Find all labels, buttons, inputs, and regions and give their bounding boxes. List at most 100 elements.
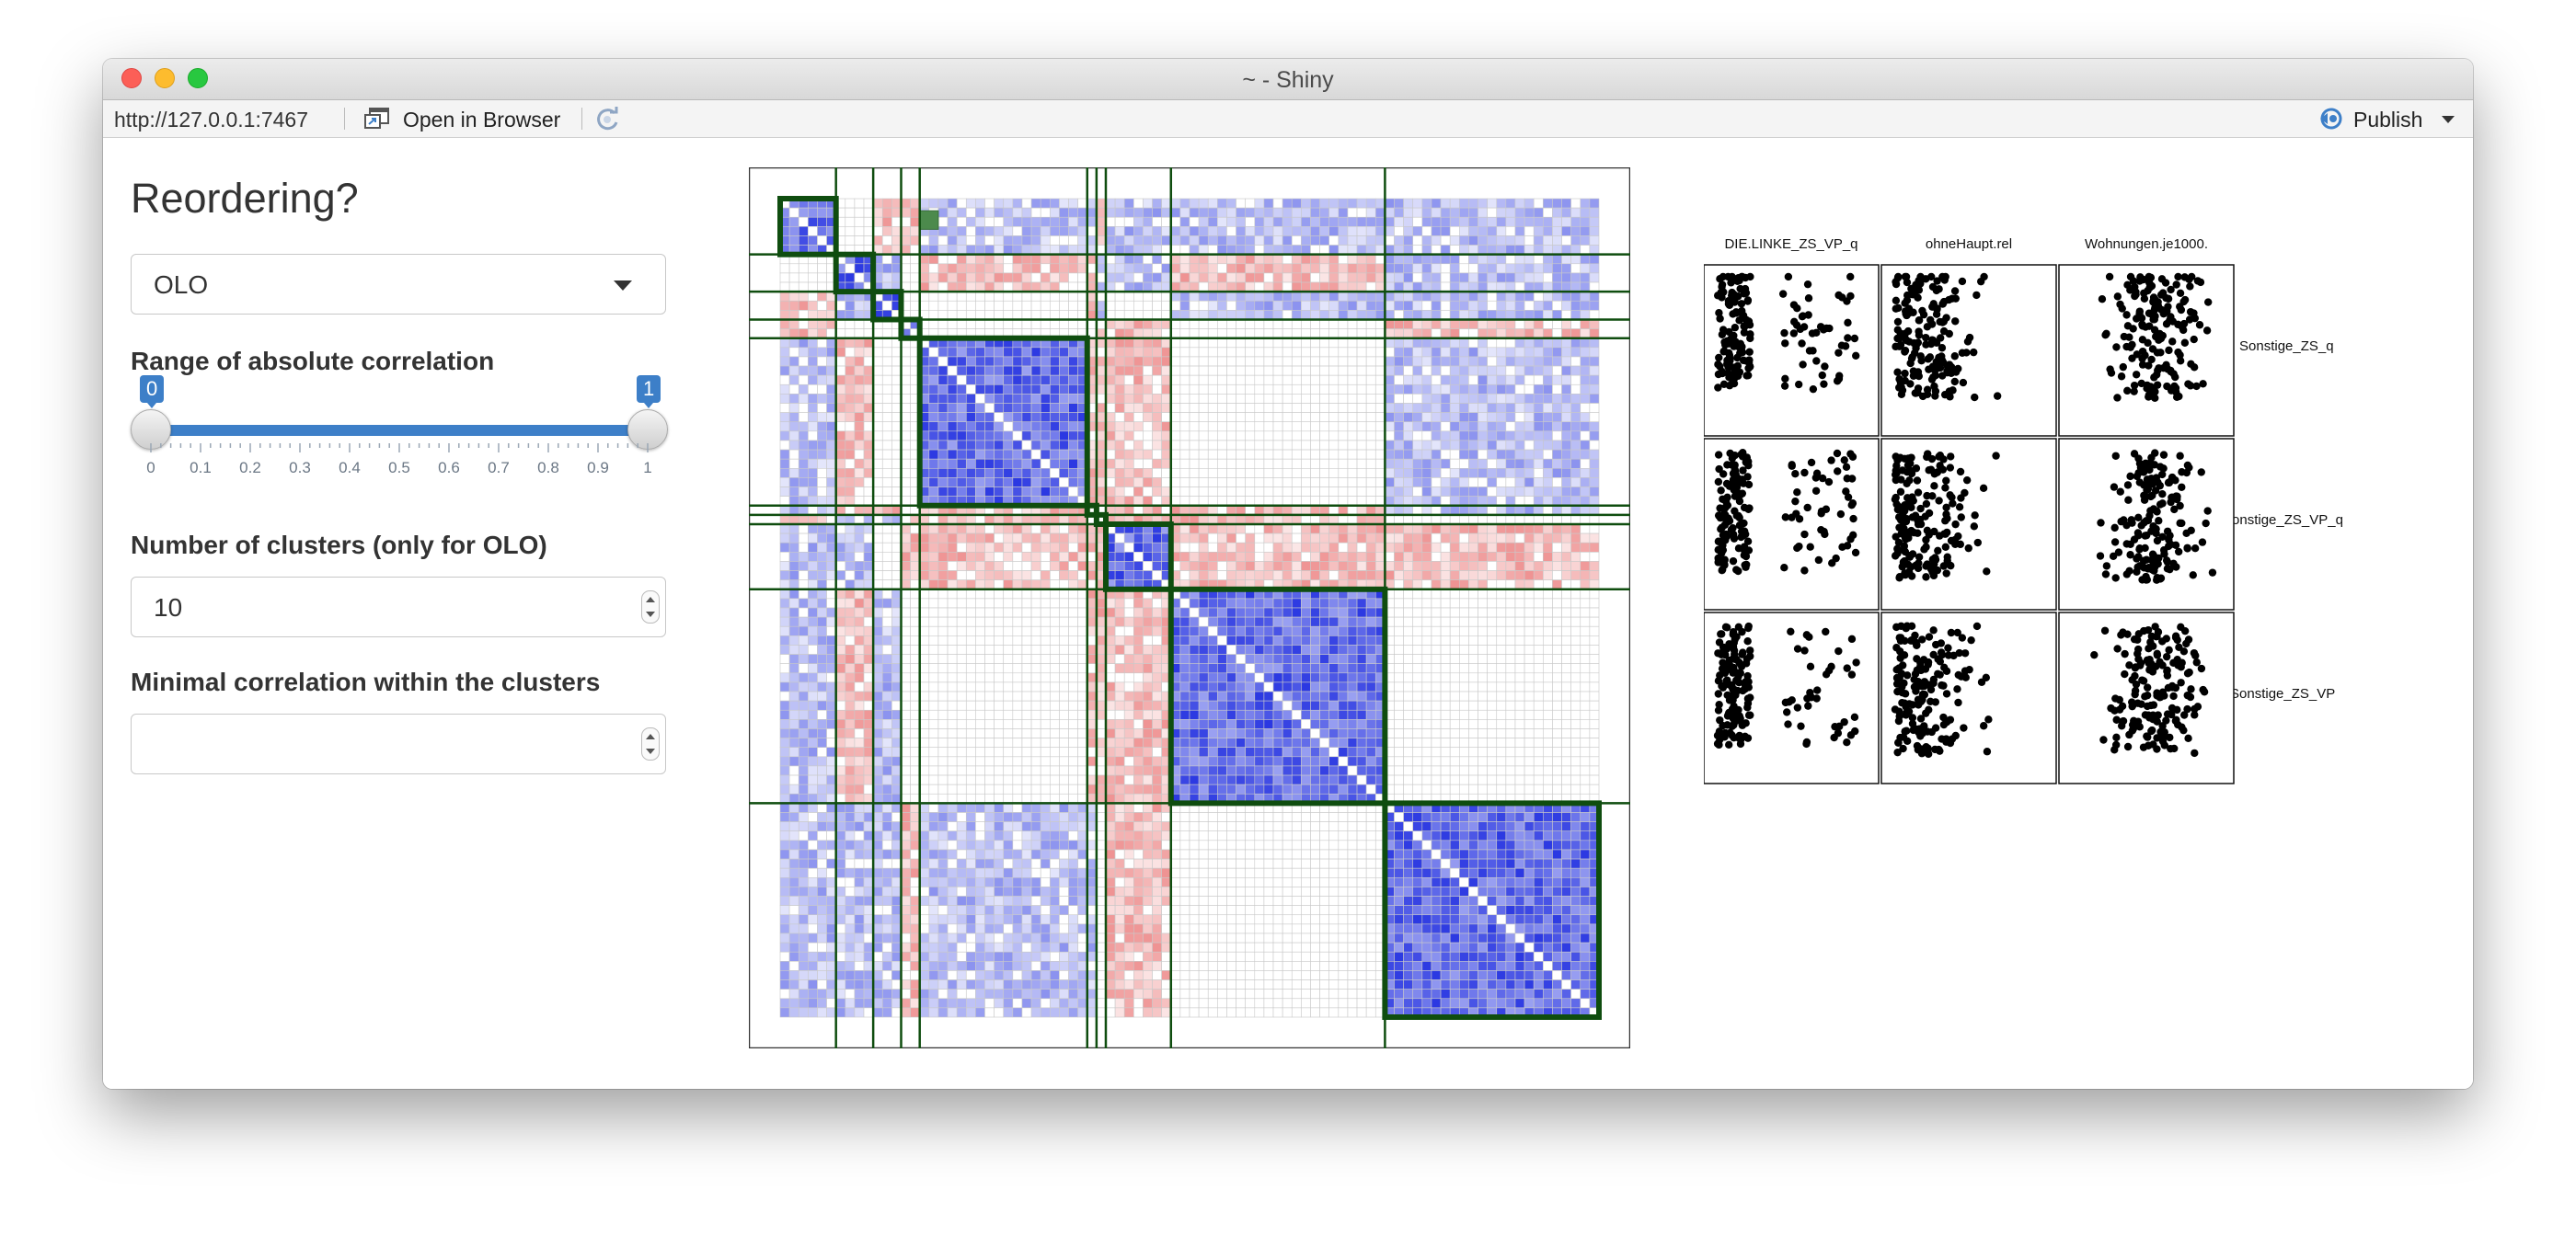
heatmap-cell <box>1096 709 1107 720</box>
chevron-down-icon[interactable] <box>614 280 632 291</box>
heatmap-cell <box>1514 198 1525 209</box>
heatmap-cell <box>872 552 883 562</box>
open-in-browser-icon[interactable] <box>364 107 390 131</box>
heatmap-cell <box>1021 803 1032 813</box>
heatmap-cell <box>808 338 818 349</box>
heatmap-cell <box>965 440 976 451</box>
heatmap-cell <box>1496 310 1507 320</box>
heatmap-cell <box>835 747 846 758</box>
publish-icon[interactable] <box>2317 107 2346 131</box>
heatmap-cell <box>1040 532 1051 544</box>
heatmap-cell <box>1561 281 1571 292</box>
correlation-range-slider[interactable]: 0 1 0 0.1 0.2 0.3 0.4 0.5 0.6 0.7 0.8 0.9 1 <box>131 375 683 493</box>
heatmap-cell <box>1207 300 1218 311</box>
heatmap-cell <box>1161 374 1172 385</box>
mincorr-input[interactable] <box>131 714 666 774</box>
heatmap-cell <box>808 970 818 980</box>
open-in-browser-button[interactable]: Open in Browser <box>403 108 561 132</box>
heatmap-cell <box>1207 374 1218 385</box>
heatmap-cell <box>1059 272 1069 283</box>
slider-high-handle[interactable] <box>627 409 668 450</box>
heatmap-cell <box>1059 449 1069 460</box>
close-window-button[interactable] <box>121 68 142 88</box>
heatmap-cell <box>1087 719 1098 729</box>
heatmap-cell <box>937 747 949 758</box>
heatmap-cell <box>872 793 883 804</box>
maximize-window-button[interactable] <box>188 68 208 88</box>
heatmap-cell <box>1217 300 1227 311</box>
heatmap-cell <box>1179 430 1190 441</box>
heatmap-cell <box>919 840 930 851</box>
heatmap-cell <box>798 700 809 711</box>
heatmap-cell <box>975 905 985 916</box>
chevron-down-icon[interactable] <box>2442 116 2455 123</box>
heatmap-cell <box>928 477 939 487</box>
heatmap-cell <box>1282 365 1293 376</box>
heatmap-cell <box>845 979 856 990</box>
heatmap-cell <box>1403 310 1414 320</box>
heatmap-cell <box>928 616 939 627</box>
reordering-select[interactable]: OLO <box>131 254 666 315</box>
heatmap-cell <box>788 310 799 320</box>
heatmap-cell <box>1254 421 1265 432</box>
heatmap-cell <box>1189 383 1200 395</box>
heatmap-cell <box>947 300 958 311</box>
heatmap-cell <box>798 207 809 218</box>
heatmap-cell <box>854 970 865 980</box>
publish-button[interactable]: Publish <box>2353 108 2423 132</box>
heatmap-cell <box>1478 486 1488 497</box>
stepper-icon[interactable] <box>641 727 660 761</box>
heatmap-cell <box>1059 421 1069 432</box>
heatmap-cell <box>817 477 827 487</box>
heatmap-cell <box>1458 365 1469 376</box>
heatmap-cell <box>1365 467 1376 478</box>
heatmap-cell <box>956 793 967 804</box>
heatmap-cell <box>1524 216 1535 227</box>
heatmap-cell <box>994 700 1005 711</box>
heatmap-cell <box>845 951 856 962</box>
heatmap-cell <box>965 1007 976 1018</box>
heatmap-cell <box>1207 383 1218 395</box>
heatmap-cell <box>937 449 949 460</box>
heatmap-cell <box>1468 235 1478 246</box>
heatmap-cell <box>1030 291 1041 302</box>
heatmap-cell <box>1012 738 1023 749</box>
heatmap-cell <box>1319 245 1330 255</box>
heatmap-cell <box>808 226 818 236</box>
heatmap-cell <box>1356 226 1367 236</box>
heatmap-cell <box>1552 374 1562 385</box>
heatmap-cell <box>1123 319 1134 329</box>
heatmap-cell <box>1012 616 1023 627</box>
heatmap-cell <box>937 989 949 1000</box>
heatmap-cell <box>1059 542 1069 553</box>
heatmap-cell <box>910 700 921 711</box>
heatmap-cell <box>1356 477 1367 487</box>
clusters-input[interactable]: 10 <box>131 577 666 637</box>
heatmap-cell <box>1533 477 1544 487</box>
refresh-icon[interactable] <box>594 106 622 132</box>
heatmap-cell <box>947 681 958 692</box>
heatmap-cell <box>1552 235 1562 246</box>
heatmap-cell <box>779 430 790 441</box>
heatmap-cell <box>1245 328 1256 339</box>
heatmap-cell <box>881 589 892 600</box>
heatmap-cell <box>1049 616 1060 627</box>
heatmap-cell <box>1524 198 1535 209</box>
heatmap-cell <box>1207 430 1218 441</box>
heatmap-cell <box>1189 477 1200 487</box>
heatmap-cell <box>1385 486 1395 497</box>
heatmap-cell <box>1170 310 1181 320</box>
heatmap-cell <box>1040 625 1051 636</box>
heatmap-cell <box>835 933 846 944</box>
heatmap-cell <box>1561 421 1571 432</box>
heatmap-cell <box>1310 198 1320 209</box>
minimize-window-button[interactable] <box>155 68 175 88</box>
heatmap-cell <box>1496 505 1507 516</box>
heatmap-cell <box>956 830 967 841</box>
heatmap-cell <box>1356 421 1367 432</box>
heatmap-cell <box>1580 467 1591 478</box>
heatmap-cell <box>937 412 949 423</box>
stepper-icon[interactable] <box>641 590 660 624</box>
heatmap-cell <box>1068 942 1078 953</box>
heatmap-cell <box>1021 579 1032 590</box>
